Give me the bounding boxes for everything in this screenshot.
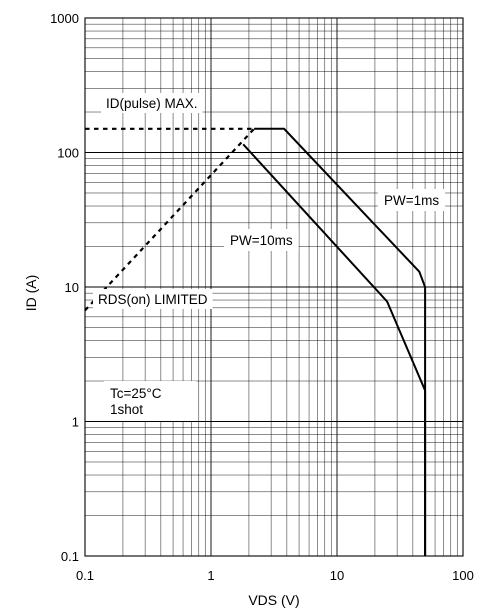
annotation-bg-idpulse [101,93,203,113]
x-tick-label: 1 [207,568,214,583]
y-tick-label: 1000 [50,11,79,26]
y-tick-label: 0.1 [61,549,79,564]
series-label-pw-1ms: PW=1ms [384,193,439,208]
x-tick-label: 100 [452,568,474,583]
x-tick-label: 0.1 [76,568,94,583]
tick-labels: 0.1 1 10 100 0.1 1 10 100 1000 [50,11,474,583]
y-axis-label: ID (A) [23,275,39,312]
annotation-rds-on-limited: RDS(on) LIMITED [98,292,208,307]
annotation-id-pulse-max: ID(pulse) MAX. [106,96,198,111]
annotation-bg-rds [93,289,213,309]
y-tick-label: 1 [72,415,79,430]
series-layer [84,127,427,556]
y-tick-label: 100 [57,146,79,161]
annotations-layer: ID(pulse) MAX. PW=1ms PW=10ms RDS(on) LI… [93,93,446,421]
annotation-bg-pw1 [378,189,446,211]
annotation-1shot: 1shot [110,402,143,417]
x-tick-label: 10 [330,568,344,583]
y-tick-label: 10 [65,280,79,295]
plot-frame [84,17,464,557]
annotation-tc-temperature: Tc=25°C [110,386,162,401]
series-rds-on-limited [84,128,255,312]
annotation-bg-pw10 [224,229,299,251]
series-pw-1ms [254,127,427,556]
series-pw-10ms [242,143,427,556]
x-axis-label: VDS (V) [248,592,299,608]
annotation-bg-conditions [104,381,196,421]
series-label-pw-10ms: PW=10ms [230,233,293,248]
